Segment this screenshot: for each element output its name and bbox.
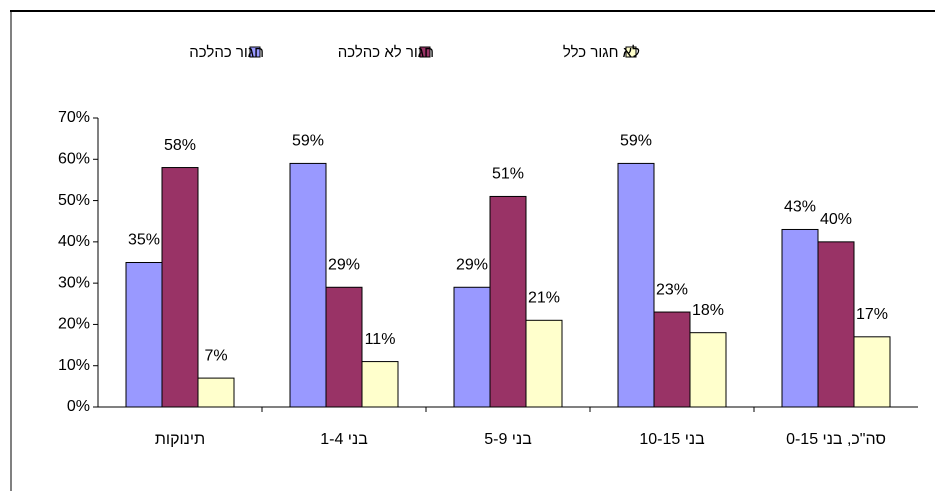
x-tick-label: בני 5-9 <box>484 431 532 448</box>
value-label: 43% <box>784 199 816 216</box>
bar <box>289 162 327 408</box>
value-label: 7% <box>204 347 227 364</box>
bar <box>525 319 563 408</box>
y-tick-label: 30% <box>58 274 90 291</box>
bar <box>653 311 691 408</box>
x-tick-label: בני 10-15 <box>639 431 705 448</box>
value-label: 18% <box>692 302 724 319</box>
bar <box>325 286 363 408</box>
bar <box>197 377 235 408</box>
y-tick-label: 50% <box>58 192 90 209</box>
x-tick-label: סה"כ, בני 0-15 <box>786 431 886 448</box>
y-tick-label: 0% <box>67 398 90 415</box>
bar <box>617 162 655 408</box>
value-label: 29% <box>456 256 488 273</box>
bar <box>361 361 399 408</box>
legend-swatch <box>625 46 637 58</box>
y-tick-label: 60% <box>58 151 90 168</box>
value-label: 11% <box>365 331 396 348</box>
value-label: 29% <box>328 256 360 273</box>
legend-label: לא חגור כלל <box>563 44 640 61</box>
bar <box>453 286 491 408</box>
y-tick-label: 20% <box>58 316 90 333</box>
value-label: 23% <box>656 281 688 298</box>
value-label: 21% <box>528 290 560 307</box>
value-label: 59% <box>620 133 652 150</box>
bar <box>489 195 527 408</box>
legend-swatch <box>249 46 261 58</box>
value-label: 51% <box>492 166 524 183</box>
x-tick-label: בני 1-4 <box>320 431 368 448</box>
bar <box>853 336 891 408</box>
bar <box>161 167 199 408</box>
x-tick-label: תינוקות <box>155 431 205 448</box>
legend-label: חגור כהלכה <box>189 44 264 61</box>
value-label: 40% <box>820 211 852 228</box>
bar <box>125 262 163 408</box>
y-tick-label: 40% <box>58 233 90 250</box>
value-label: 35% <box>128 232 160 249</box>
legend-swatch <box>419 46 431 58</box>
bar <box>781 228 819 408</box>
bar <box>689 332 727 408</box>
y-tick-label: 10% <box>58 357 90 374</box>
value-label: 17% <box>856 306 888 323</box>
legend-label: חגור לא כהלכה <box>338 44 434 61</box>
bar <box>817 241 855 408</box>
value-label: 59% <box>292 133 324 150</box>
y-tick-label: 70% <box>58 109 90 126</box>
value-label: 58% <box>164 137 196 154</box>
